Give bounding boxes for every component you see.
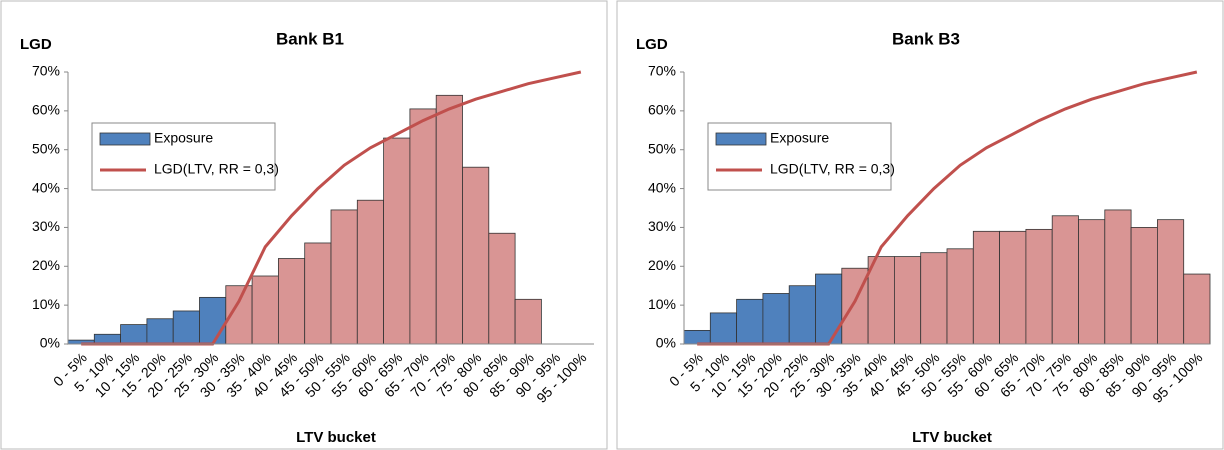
chart-panel: Bank B1 LGD LTV bucket 0% 10% 20% 30% 40% 50% 60%… — [0, 0, 608, 450]
legend-label: Exposure — [770, 130, 829, 146]
y-tick-label: 60% — [648, 102, 676, 118]
y-tick-label: 50% — [648, 140, 676, 156]
bar — [462, 166, 490, 345]
y-tick-label: 20% — [32, 257, 60, 273]
chart-panel: Bank B3 LGD LTV bucket 0% 10% 20% 30% 40% 50% 60%… — [616, 0, 1224, 450]
legend-label: LGD(LTV, RR = 0,3) — [770, 161, 895, 177]
y-tick-label: 60% — [32, 102, 60, 118]
bar — [199, 296, 227, 345]
panel-border — [616, 0, 1224, 450]
bar — [409, 108, 437, 345]
y-tick-label: 30% — [32, 218, 60, 234]
bar — [972, 230, 1000, 345]
y-tick-label: 0% — [40, 335, 60, 351]
legend: Exposure LGD(LTV, RR = 0,3) — [707, 122, 895, 191]
y-tick-label: 40% — [32, 179, 60, 195]
bar — [946, 248, 974, 345]
bar — [146, 318, 174, 345]
bar — [920, 252, 948, 345]
legend-label: LGD(LTV, RR = 0,3) — [154, 161, 279, 177]
y-tick-label: 50% — [32, 140, 60, 156]
x-axis-label: LTV bucket — [912, 429, 992, 446]
bar — [488, 232, 516, 345]
bar — [330, 209, 358, 345]
chart-title: Bank B3 — [892, 29, 960, 48]
bar — [736, 298, 764, 345]
bar — [1183, 273, 1211, 345]
bar — [815, 273, 843, 345]
bar — [867, 256, 895, 345]
bar — [1104, 209, 1132, 345]
bar — [1051, 215, 1079, 345]
bar — [304, 242, 332, 345]
legend-swatch — [99, 132, 151, 146]
bar — [383, 137, 411, 345]
bar — [172, 310, 200, 345]
chart-title: Bank B1 — [276, 29, 344, 48]
legend-box — [91, 122, 276, 191]
bar — [356, 199, 384, 345]
bar — [788, 285, 816, 345]
bar — [277, 258, 306, 345]
y-tick-label: 70% — [648, 63, 676, 79]
panel-border — [0, 0, 608, 450]
y-tick-label: 10% — [648, 296, 676, 312]
bar — [999, 230, 1027, 345]
bar — [1025, 228, 1053, 345]
y-tick-label: 10% — [32, 296, 60, 312]
bar — [762, 293, 790, 345]
bar — [893, 256, 922, 345]
x-axis-label: LTV bucket — [296, 429, 376, 446]
y-tick-label: 0% — [656, 335, 676, 351]
y-axis-label: LGD — [636, 36, 668, 53]
y-tick-label: 20% — [648, 257, 676, 273]
y-tick-label: 30% — [648, 218, 676, 234]
y-tick-label: 70% — [32, 63, 60, 79]
bar — [514, 298, 542, 345]
legend: Exposure LGD(LTV, RR = 0,3) — [91, 122, 279, 191]
legend-label: Exposure — [154, 130, 213, 146]
bar — [683, 329, 711, 345]
y-axis-label: LGD — [20, 36, 52, 53]
bar — [1130, 227, 1158, 345]
bar — [251, 275, 279, 345]
bar — [435, 94, 463, 345]
bar — [1078, 219, 1106, 345]
y-tick-label: 40% — [648, 179, 676, 195]
bar — [709, 312, 738, 345]
bar — [120, 324, 148, 345]
bar — [1157, 219, 1185, 345]
legend-swatch — [715, 132, 767, 146]
